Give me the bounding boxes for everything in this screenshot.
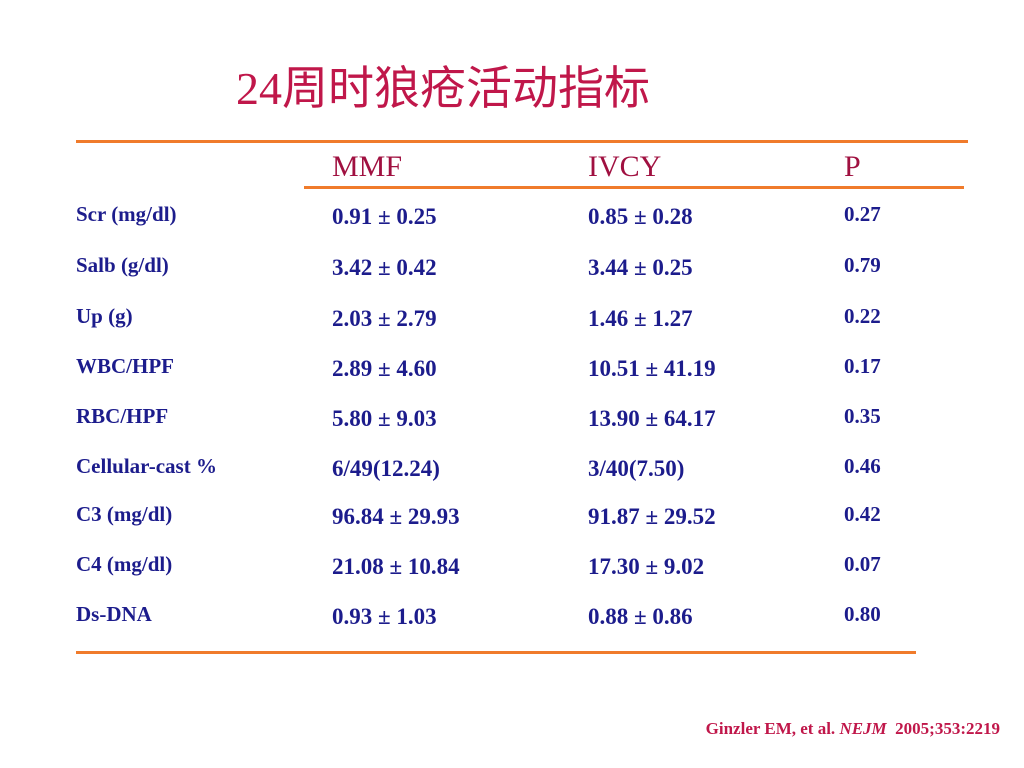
mmf-value: 3.42 ± 0.42 xyxy=(332,255,437,280)
header-p: P xyxy=(844,150,861,183)
p-value: 0.46 xyxy=(844,454,881,478)
ivcy-value: 0.85 ± 0.28 xyxy=(588,204,693,229)
mmf-value: 96.84 ± 29.93 xyxy=(332,504,460,529)
row-label: C3 (mg/dl) xyxy=(76,502,173,526)
ivcy-value: 10.51 ± 41.19 xyxy=(588,356,716,381)
mmf-value: 5.80 ± 9.03 xyxy=(332,406,437,431)
p-value: 0.80 xyxy=(844,602,881,626)
ivcy-value: 3.44 ± 0.25 xyxy=(588,255,693,280)
mmf-value: 21.08 ± 10.84 xyxy=(332,554,460,579)
row-label: Up (g) xyxy=(76,304,133,328)
top-rule xyxy=(76,140,968,143)
header-ivcy: IVCY xyxy=(588,150,662,183)
ivcy-value: 0.88 ± 0.86 xyxy=(588,604,693,629)
citation-journal: NEJM xyxy=(839,719,887,738)
row-label: Cellular-cast % xyxy=(76,454,217,478)
citation-ref: 2005;353:2219 xyxy=(895,719,1000,738)
p-value: 0.07 xyxy=(844,552,881,576)
table-row: Up (g) 2.03 ± 2.79 1.46 ± 1.27 0.22 xyxy=(0,304,1024,344)
table-row: Cellular-cast % 6/49(12.24) 3/40(7.50) 0.46 xyxy=(0,454,1024,494)
p-value: 0.22 xyxy=(844,304,881,328)
row-label: Ds-DNA xyxy=(76,602,152,626)
table-row: Salb (g/dl) 3.42 ± 0.42 3.44 ± 0.25 0.79 xyxy=(0,253,1024,293)
row-label: WBC/HPF xyxy=(76,354,174,378)
p-value: 0.42 xyxy=(844,502,881,526)
ivcy-value: 13.90 ± 64.17 xyxy=(588,406,716,431)
mmf-value: 0.91 ± 0.25 xyxy=(332,204,437,229)
slide-title: 24周时狼疮活动指标 xyxy=(236,63,650,114)
table-row: WBC/HPF 2.89 ± 4.60 10.51 ± 41.19 0.17 xyxy=(0,354,1024,394)
mmf-value: 0.93 ± 1.03 xyxy=(332,604,437,629)
bottom-rule xyxy=(76,651,916,654)
row-label: RBC/HPF xyxy=(76,404,169,428)
table-row: RBC/HPF 5.80 ± 9.03 13.90 ± 64.17 0.35 xyxy=(0,404,1024,444)
table-row: C3 (mg/dl) 96.84 ± 29.93 91.87 ± 29.52 0.42 xyxy=(0,502,1024,542)
p-value: 0.17 xyxy=(844,354,881,378)
p-value: 0.79 xyxy=(844,253,881,277)
header-rule xyxy=(304,186,964,189)
ivcy-value: 3/40(7.50) xyxy=(588,456,685,481)
ivcy-value: 91.87 ± 29.52 xyxy=(588,504,716,529)
p-value: 0.27 xyxy=(844,202,881,226)
ivcy-value: 17.30 ± 9.02 xyxy=(588,554,705,579)
ivcy-value: 1.46 ± 1.27 xyxy=(588,306,693,331)
row-label: Scr (mg/dl) xyxy=(76,202,177,226)
row-label: Salb (g/dl) xyxy=(76,253,169,277)
mmf-value: 2.03 ± 2.79 xyxy=(332,306,437,331)
citation-authors: Ginzler EM, et al. xyxy=(705,719,836,738)
p-value: 0.35 xyxy=(844,404,881,428)
mmf-value: 2.89 ± 4.60 xyxy=(332,356,437,381)
mmf-value: 6/49(12.24) xyxy=(332,456,440,481)
table-row: C4 (mg/dl) 21.08 ± 10.84 17.30 ± 9.02 0.07 xyxy=(0,552,1024,592)
citation: Ginzler EM, et al. NEJM 2005;353:2219 xyxy=(706,719,1000,739)
table-row: Scr (mg/dl) 0.91 ± 0.25 0.85 ± 0.28 0.27 xyxy=(0,202,1024,242)
header-mmf: MMF xyxy=(332,150,403,183)
table-row: Ds-DNA 0.93 ± 1.03 0.88 ± 0.86 0.80 xyxy=(0,602,1024,642)
row-label: C4 (mg/dl) xyxy=(76,552,173,576)
